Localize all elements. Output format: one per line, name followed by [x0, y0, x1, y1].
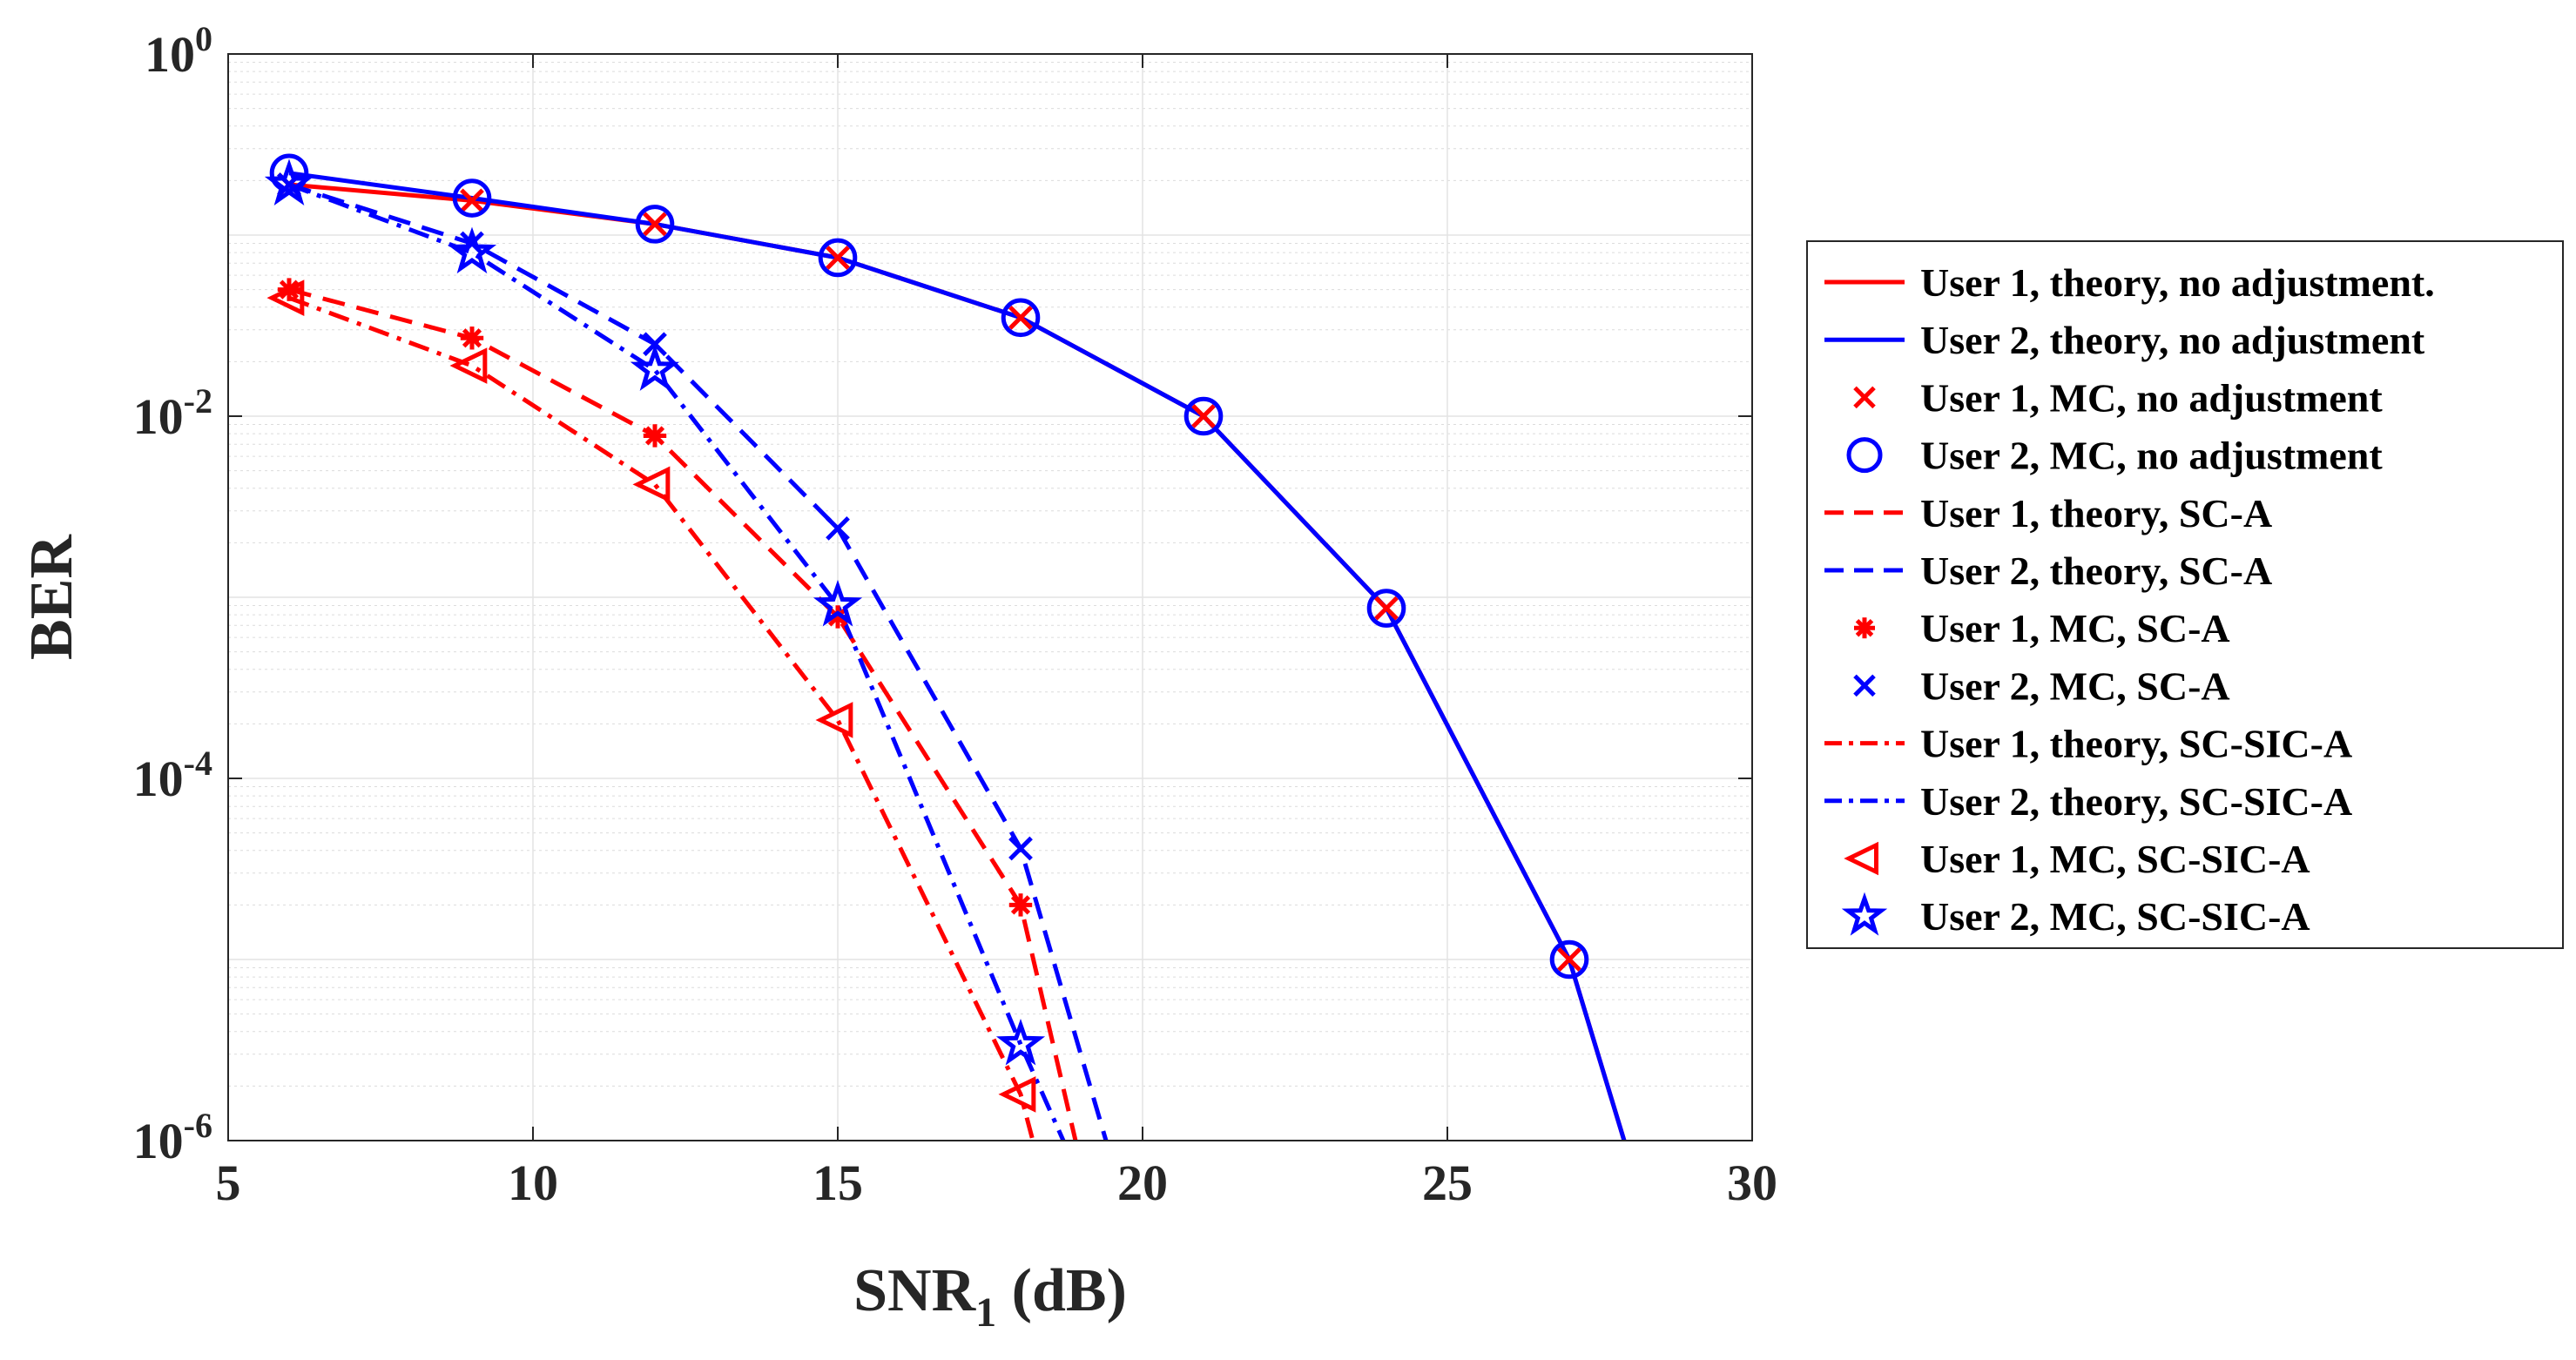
legend-item: User 1, MC, SC-SIC-A	[1844, 837, 2310, 881]
legend-item: User 2, theory, no adjustment	[1824, 318, 2425, 362]
marker-triangle-left	[632, 466, 671, 503]
plot-frame	[227, 53, 1753, 1141]
marker-x	[1374, 596, 1399, 621]
marker-triangle-left	[815, 702, 853, 738]
marker-x	[826, 246, 850, 270]
marker-x	[460, 188, 484, 213]
y-axis-label: BER	[18, 534, 85, 660]
marker-triangle-left	[449, 347, 488, 384]
marker-asterisk	[643, 424, 667, 448]
legend-item: User 1, MC, no adjustment	[1853, 375, 2383, 420]
y-tick-label-exponent: -4	[184, 744, 212, 783]
marker-circle	[1366, 589, 1406, 628]
y-tick-label-base: 10	[145, 26, 195, 83]
legend-label: User 1, MC, SC-SIC-A	[1920, 837, 2310, 881]
legend-item: User 2, MC, SC-SIC-A	[1841, 892, 2310, 939]
legend-box	[1806, 240, 2564, 949]
marker-x	[1191, 404, 1216, 428]
y-tick-label: 10-6	[133, 1106, 212, 1169]
marker-x	[643, 212, 667, 237]
legend-item: User 1, theory, no adjustment.	[1824, 260, 2435, 305]
marker-circle	[1549, 939, 1589, 980]
y-tick-label: 10-4	[133, 744, 212, 807]
x-tick-label: 5	[216, 1155, 241, 1211]
y-tick-label-base: 10	[133, 1113, 184, 1169]
marker-x	[1557, 947, 1581, 972]
marker-star	[1841, 892, 1888, 936]
marker-x	[1853, 386, 1876, 409]
legend-label: User 2, MC, SC-A	[1920, 663, 2230, 708]
x-axis-label-subscript: 1	[975, 1289, 996, 1336]
legend-label: User 1, theory, SC-A	[1920, 491, 2272, 535]
marker-triangle-left	[1844, 841, 1878, 876]
marker-circle	[635, 205, 675, 244]
legend-item: User 2, MC, no adjustment	[1846, 434, 2383, 478]
marker-x	[460, 231, 484, 256]
legend-label: User 2, MC, no adjustment	[1920, 434, 2383, 478]
marker-x	[826, 516, 850, 541]
legend-label: User 2, theory, SC-SIC-A	[1920, 779, 2352, 824]
marker-circle	[818, 238, 858, 278]
marker-star	[447, 226, 497, 274]
marker-triangle-left	[266, 279, 305, 316]
marker-circle	[452, 178, 492, 218]
marker-x	[1008, 305, 1033, 330]
series-line	[288, 182, 1066, 1141]
legend-label: User 1, MC, no adjustment	[1920, 375, 2383, 420]
series-line	[288, 295, 1035, 1141]
x-tick-label: 25	[1422, 1155, 1473, 1211]
series-line	[288, 182, 1109, 1141]
legend-label: User 1, theory, no adjustment.	[1920, 260, 2435, 305]
x-tick-label: 20	[1117, 1155, 1168, 1211]
legend-item: User 2, MC, SC-A	[1853, 663, 2230, 708]
marker-star	[264, 158, 314, 205]
y-tick-label-base: 10	[133, 751, 184, 807]
y-tick-label-base: 10	[133, 388, 184, 445]
legend-label: User 2, MC, SC-SIC-A	[1920, 894, 2310, 939]
legend: User 1, theory, no adjustment. User 2, th…	[1806, 240, 2564, 949]
marker-asterisk	[1008, 893, 1033, 917]
marker-x	[1008, 836, 1033, 861]
marker-x	[1853, 674, 1876, 697]
legend-item: User 1, theory, SC-A	[1824, 491, 2272, 535]
x-tick-label: 10	[508, 1155, 558, 1211]
marker-triangle-left	[998, 1076, 1036, 1113]
marker-circle	[1846, 437, 1883, 474]
legend-label: User 2, theory, no adjustment	[1920, 318, 2425, 362]
x-axis-label: SNR1 (dB)	[853, 1257, 1127, 1336]
legend-item: User 1, theory, SC-SIC-A	[1824, 722, 2352, 766]
legend-label: User 1, MC, SC-A	[1920, 606, 2230, 650]
legend-label: User 2, theory, SC-A	[1920, 549, 2272, 593]
marker-star	[995, 1018, 1046, 1066]
y-tick-label: 100	[145, 19, 212, 83]
marker-star	[813, 579, 863, 627]
legend-item: User 1, MC, SC-A	[1854, 606, 2230, 650]
y-tick-label-exponent: -2	[184, 381, 212, 421]
x-axis-label-main: SNR	[853, 1257, 976, 1324]
x-axis-label-tail: (dB)	[996, 1257, 1127, 1324]
y-tick-label-exponent: -6	[184, 1106, 212, 1145]
marker-asterisk	[460, 327, 484, 350]
y-tick-label-exponent: 0	[195, 19, 212, 58]
x-tick-label: 30	[1727, 1155, 1777, 1211]
x-tick-label: 15	[813, 1155, 863, 1211]
legend-item: User 2, theory, SC-SIC-A	[1824, 779, 2352, 824]
series-line	[288, 287, 1078, 1141]
marker-circle	[1001, 298, 1041, 338]
marker-x	[643, 332, 667, 357]
marker-star	[630, 344, 680, 391]
legend-item: User 2, theory, SC-A	[1824, 549, 2272, 593]
marker-circle	[1183, 396, 1224, 436]
y-tick-label: 10-2	[133, 381, 212, 445]
marker-group	[264, 153, 1589, 1113]
legend-label: User 1, theory, SC-SIC-A	[1920, 722, 2352, 766]
marker-asterisk	[1854, 617, 1875, 639]
